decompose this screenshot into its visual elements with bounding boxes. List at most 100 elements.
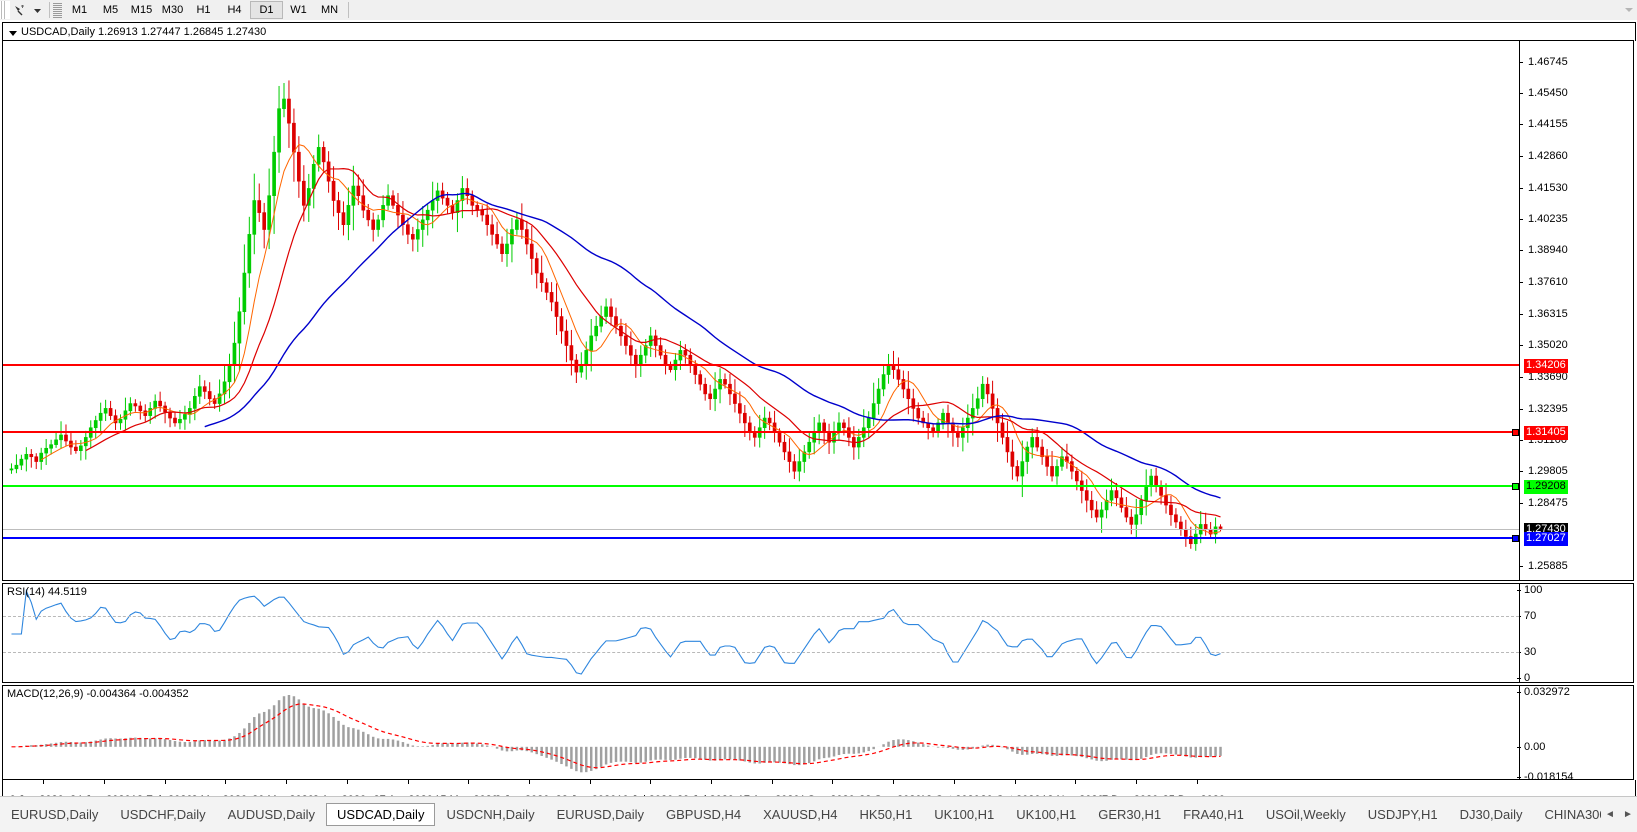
chart-tab-usdjpy-h1[interactable]: USDJPY,H1 <box>1367 807 1438 822</box>
chart-tab-uk100-h1[interactable]: UK100,H1 <box>934 807 995 822</box>
price-tick <box>1519 471 1523 473</box>
date-tick <box>407 780 409 784</box>
chart-tab-eurusd-daily[interactable]: EURUSD,Daily <box>11 807 99 822</box>
chart-tab-china300-h1[interactable]: CHINA300,H1 <box>1544 807 1602 822</box>
chart-tab-usdcad-daily[interactable]: USDCAD,Daily <box>326 803 436 826</box>
rsi-line-series <box>11 588 1221 675</box>
macd-histogram-series <box>11 695 1222 773</box>
price-tick <box>1519 155 1523 157</box>
price-plot[interactable] <box>3 41 1633 580</box>
timeframe-grip[interactable] <box>53 2 62 18</box>
level-line-resistance-1[interactable] <box>3 363 1519 366</box>
chart-tab-hk50-h1[interactable]: HK50,H1 <box>859 807 913 822</box>
rsi-axis-label: 30 <box>1524 645 1537 658</box>
chart-tabs-bar[interactable]: EURUSD,Daily USDCHF,Daily AUDUSD,Daily USDC… <box>0 796 1637 832</box>
chart-tab-uk100-h1[interactable]: UK100,H1 <box>1016 807 1077 822</box>
rsi-label: RSI(14) 44.5119 <box>7 586 87 598</box>
chart-tab-xauusd-h4[interactable]: XAUUSD,H4 <box>763 807 838 822</box>
price-tick <box>1519 345 1523 347</box>
date-tick <box>528 780 530 784</box>
toolbar-separator-2 <box>348 2 349 18</box>
rsi-plot <box>3 584 1633 682</box>
price-tick <box>1519 503 1523 505</box>
level-handle-support-blue[interactable] <box>1512 535 1519 543</box>
price-tick <box>1519 408 1523 410</box>
price-axis-label: 1.42860 <box>1528 149 1568 162</box>
macd-axis-line <box>1519 686 1520 779</box>
date-tick <box>1075 780 1077 784</box>
level-line-support-blue[interactable] <box>3 537 1519 540</box>
chart-tab-usdcnh-daily[interactable]: USDCNH,Daily <box>446 807 535 822</box>
price-axis-label: 1.32395 <box>1528 402 1568 415</box>
rsi-level-70 <box>3 616 1519 618</box>
timeframe-h4[interactable]: H4 <box>227 4 242 16</box>
price-tick <box>1519 377 1523 379</box>
macd-axis-label: 0.00 <box>1524 740 1546 753</box>
chart-tab-usdchf-daily[interactable]: USDCHF,Daily <box>120 807 206 822</box>
crosshair-icon[interactable] <box>10 1 28 19</box>
level-line-support-green[interactable] <box>3 484 1519 487</box>
timeframe-m15[interactable]: M15 <box>130 4 153 16</box>
chevron-down-icon[interactable] <box>28 1 46 19</box>
chart-tab-fra40-h1[interactable]: FRA40,H1 <box>1183 807 1244 822</box>
price-axis-label: 1.45450 <box>1528 86 1568 99</box>
date-tick <box>953 780 955 784</box>
date-tick <box>43 780 45 784</box>
level-line-resistance-2[interactable] <box>3 431 1519 434</box>
price-tick <box>1519 92 1523 94</box>
rsi-tick <box>1517 651 1521 653</box>
chart-area[interactable]: USDCAD,Daily 1.26913 1.27447 1.26845 1.2… <box>0 20 1637 831</box>
window-scroll-up-icon[interactable] <box>1621 1 1637 19</box>
price-chart-panel[interactable]: 1.46745 1.45450 1.44155 1.42860 1.41530 1.402… <box>2 40 1634 581</box>
date-tick <box>225 780 227 784</box>
date-tick <box>164 780 166 784</box>
chart-tab-eurusd-daily[interactable]: EURUSD,Daily <box>556 807 644 822</box>
price-tick <box>1519 565 1523 567</box>
price-tick <box>1519 61 1523 63</box>
macd-tick <box>1517 746 1521 748</box>
timeframe-m1[interactable]: M1 <box>71 4 88 16</box>
chevron-right-icon[interactable]: ► <box>1623 809 1633 820</box>
price-axis-label: 1.36315 <box>1528 307 1568 320</box>
timeframe-w1[interactable]: W1 <box>290 4 307 16</box>
price-axis-label: 1.46745 <box>1528 55 1568 68</box>
macd-plot <box>3 686 1633 779</box>
symbol-header: USDCAD,Daily 1.26913 1.27447 1.26845 1.2… <box>2 22 1636 41</box>
level-line-last-price <box>3 528 1519 530</box>
macd-indicator-panel[interactable]: MACD(12,26,9) -0.004364 -0.004352 0.0329… <box>2 685 1634 783</box>
chevron-left-icon[interactable]: ◄ <box>1605 809 1615 820</box>
triangle-down-icon[interactable] <box>9 31 17 36</box>
price-tag-resistance-1[interactable]: 1.34206 <box>1524 358 1568 373</box>
price-tag-resistance-2[interactable]: 1.31405 <box>1524 426 1568 441</box>
timeframe-d1[interactable]: D1 <box>250 1 283 19</box>
timeframe-m5[interactable]: M5 <box>102 4 119 16</box>
chart-tab-ger30-h1[interactable]: GER30,H1 <box>1098 807 1162 822</box>
rsi-indicator-panel[interactable]: RSI(14) 44.5119 100 70 30 0 <box>2 583 1634 684</box>
timeframe-mn[interactable]: MN <box>320 4 339 16</box>
price-tag-support-green[interactable]: 1.29208 <box>1524 479 1568 494</box>
date-tick <box>1135 780 1137 784</box>
toolbar: M1 M5 M15 M30 H1 H4 D1 W1 MN <box>0 0 1637 21</box>
macd-tick <box>1517 692 1521 693</box>
price-tag-support-blue[interactable]: 1.27027 <box>1524 532 1568 547</box>
price-axis-label: 1.37610 <box>1528 276 1568 289</box>
price-axis-label: 1.44155 <box>1528 118 1568 131</box>
level-handle-support-green[interactable] <box>1512 482 1519 490</box>
chart-tab-dj30-daily[interactable]: DJ30,Daily <box>1459 807 1523 822</box>
chart-tab-audusd-daily[interactable]: AUDUSD,Daily <box>227 807 316 822</box>
chart-tab-gbpusd-h4[interactable]: GBPUSD,H4 <box>665 807 742 822</box>
macd-axis-label: 0.032972 <box>1524 686 1570 698</box>
date-tick <box>893 780 895 784</box>
price-tick <box>1519 439 1523 441</box>
timeframe-m30[interactable]: M30 <box>161 4 184 16</box>
date-tick <box>650 780 652 784</box>
chart-tab-usoil-weekly[interactable]: USOil,Weekly <box>1265 807 1346 822</box>
timeframe-h1[interactable]: H1 <box>196 4 211 16</box>
macd-axis-label: -0.018154 <box>1524 771 1574 783</box>
date-tick <box>468 780 470 784</box>
toolbar-drag-handle[interactable] <box>0 1 10 19</box>
level-handle-resistance-2[interactable] <box>1512 429 1519 437</box>
price-axis-label: 1.25885 <box>1528 559 1568 572</box>
price-tick <box>1519 250 1523 252</box>
